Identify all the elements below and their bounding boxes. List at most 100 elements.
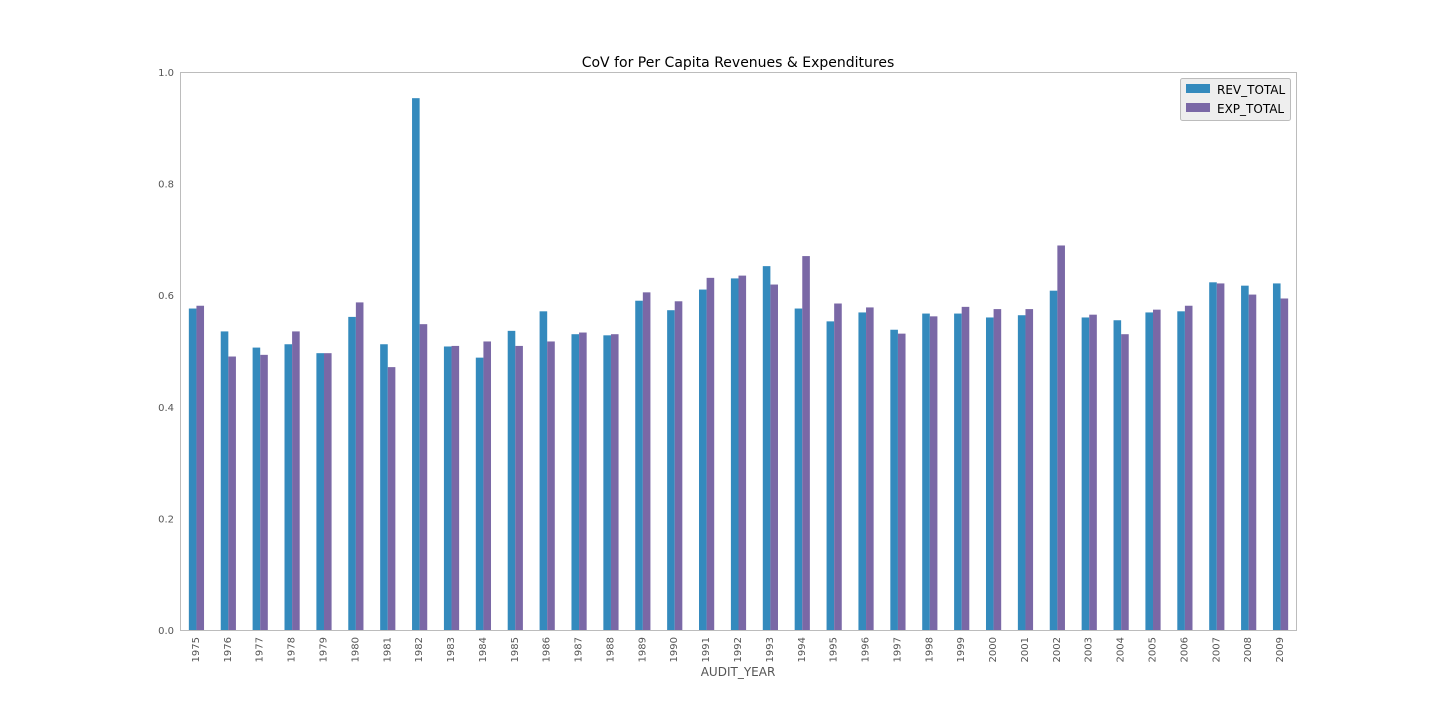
legend: REV_TOTAL EXP_TOTAL	[1180, 78, 1291, 121]
legend-label-rev-total: REV_TOTAL	[1217, 83, 1286, 97]
x-tick-label: 1983	[446, 637, 457, 662]
bar-rev-total-1996	[858, 312, 867, 631]
bar-rev-total-1978	[284, 344, 293, 631]
bar-rev-total-1997	[890, 329, 898, 631]
bar-rev-total-1999	[954, 313, 962, 631]
x-tick-label: 1992	[733, 637, 744, 662]
bar-exp-total-1982	[419, 324, 428, 631]
x-tick-label: 1988	[605, 637, 616, 662]
bar-rev-total-1990	[667, 310, 675, 631]
bar-rev-total-1987	[571, 334, 580, 631]
bar-rev-total-1981	[380, 344, 388, 631]
bar-rev-total-2001	[1017, 315, 1026, 631]
y-tick-label: 1.0	[158, 68, 174, 79]
plot-frame	[180, 72, 1297, 631]
chart-title: CoV for Per Capita Revenues & Expenditur…	[582, 55, 895, 71]
x-tick-label: 2008	[1243, 637, 1254, 662]
bar-rev-total-1977	[252, 347, 261, 631]
bar-exp-total-1993	[770, 284, 778, 631]
bar-exp-total-1987	[579, 332, 587, 631]
x-tick-label: 1989	[637, 637, 648, 662]
legend-label-exp-total: EXP_TOTAL	[1217, 102, 1284, 116]
bar-rev-total-1986	[539, 311, 548, 631]
bar-exp-total-1988	[610, 334, 619, 631]
bar-rev-total-1980	[348, 316, 356, 631]
bar-rev-total-1983	[443, 346, 452, 631]
bar-rev-total-1989	[635, 300, 643, 631]
x-tick-label: 1993	[765, 637, 776, 662]
bar-rev-total-1976	[220, 331, 229, 631]
x-tick-label: 2000	[988, 637, 999, 662]
x-tick-label: 1977	[255, 637, 266, 662]
x-tick-label: 1979	[318, 637, 329, 662]
bar-exp-total-1992	[738, 275, 747, 631]
x-tick-label: 1985	[510, 637, 521, 662]
x-tick-label: 1982	[414, 637, 425, 662]
bar-rev-total-2002	[1049, 290, 1058, 631]
bar-exp-total-2000	[993, 309, 1002, 631]
x-axis-ticks: 1975 1976 1977 1978 1979 1980 1981 1982 1983 1984…	[191, 637, 1286, 662]
x-tick-label: 2009	[1275, 637, 1286, 662]
bar-rev-total-2008	[1241, 285, 1249, 631]
bar-exp-total-1991	[706, 277, 715, 631]
bar-exp-total-2006	[1184, 305, 1193, 631]
bar-rev-total-1982	[412, 98, 420, 631]
x-tick-label: 2003	[1084, 637, 1095, 662]
x-tick-label: 2007	[1211, 637, 1222, 662]
bar-rev-total-1975	[188, 308, 197, 631]
y-tick-label: 0.0	[158, 626, 174, 637]
bar-exp-total-1975	[196, 305, 205, 631]
bar-rev-total-1984	[475, 357, 484, 631]
bar-rev-total-2003	[1081, 317, 1090, 631]
x-tick-label: 2002	[1052, 637, 1063, 662]
bar-exp-total-1989	[642, 292, 651, 631]
bar-exp-total-2003	[1089, 314, 1097, 631]
bar-exp-total-2002	[1057, 245, 1065, 631]
bar-exp-total-1999	[961, 306, 970, 631]
x-tick-label: 1975	[191, 637, 202, 662]
bar-rev-total-1979	[316, 353, 324, 631]
bar-exp-total-1997	[897, 333, 906, 631]
x-axis-label: AUDIT_YEAR	[701, 665, 776, 679]
x-tick-label: 2001	[1020, 637, 1031, 662]
x-tick-label: 1987	[574, 637, 585, 662]
legend-swatch-exp-total	[1186, 103, 1210, 112]
bar-exp-total-1976	[228, 356, 236, 631]
bar-rev-total-1994	[794, 308, 803, 631]
bar-exp-total-1986	[547, 341, 555, 631]
x-tick-label: 1994	[797, 637, 808, 662]
bar-exp-total-1980	[355, 302, 364, 631]
y-tick-label: 0.8	[158, 180, 174, 191]
x-tick-label: 2005	[1148, 637, 1159, 662]
bar-exp-total-1985	[515, 345, 523, 631]
bar-rev-total-1993	[762, 266, 771, 631]
x-tick-label: 1976	[223, 637, 234, 662]
x-tick-label: 1991	[701, 637, 712, 662]
x-tick-label: 1984	[478, 637, 489, 662]
bar-exp-total-1990	[674, 301, 683, 631]
x-tick-label: 1981	[382, 637, 393, 662]
y-tick-label: 0.6	[158, 291, 174, 302]
bar-exp-total-2001	[1025, 309, 1034, 631]
x-tick-label: 1997	[892, 637, 903, 662]
legend-swatch-rev-total	[1186, 84, 1210, 93]
x-tick-label: 1996	[861, 637, 872, 662]
bar-exp-total-1983	[451, 345, 460, 631]
bar-rev-total-2000	[985, 317, 994, 631]
bar-exp-total-1979	[323, 353, 332, 631]
bar-exp-total-2008	[1248, 294, 1257, 631]
bar-exp-total-1977	[260, 354, 268, 631]
bar-exp-total-1998	[929, 316, 938, 631]
bar-exp-total-1978	[292, 331, 300, 631]
bar-rev-total-1988	[603, 335, 611, 631]
x-tick-label: 2006	[1179, 637, 1190, 662]
y-tick-label: 0.4	[158, 403, 174, 414]
bar-rev-total-2007	[1209, 282, 1217, 631]
bar-rev-total-1998	[922, 313, 930, 631]
bar-exp-total-2005	[1153, 309, 1161, 631]
x-tick-label: 1990	[669, 637, 680, 662]
bar-rev-total-1991	[699, 289, 707, 631]
bar-exp-total-1996	[866, 307, 874, 631]
bar-exp-total-2007	[1216, 283, 1225, 631]
